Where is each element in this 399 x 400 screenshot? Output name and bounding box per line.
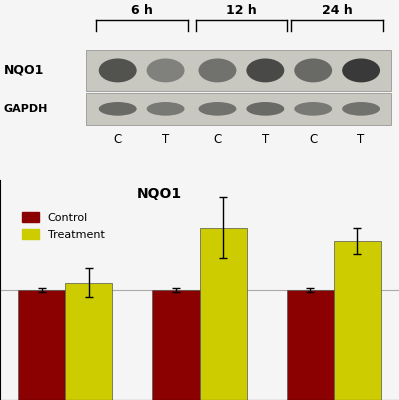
Ellipse shape: [99, 58, 136, 82]
Ellipse shape: [294, 102, 332, 116]
Text: GAPDH: GAPDH: [4, 104, 48, 114]
Bar: [18, 290, 65, 400]
Text: T: T: [162, 134, 169, 146]
Ellipse shape: [99, 102, 136, 116]
Bar: [334, 241, 381, 400]
Text: 6 h: 6 h: [131, 4, 152, 17]
Ellipse shape: [247, 102, 284, 116]
Bar: [152, 290, 200, 400]
Ellipse shape: [294, 58, 332, 82]
Bar: [65, 282, 112, 400]
Legend: Control, Treatment: Control, Treatment: [18, 208, 109, 244]
Text: T: T: [262, 134, 269, 146]
Ellipse shape: [342, 58, 380, 82]
Text: NQO1: NQO1: [137, 187, 182, 201]
Ellipse shape: [146, 58, 184, 82]
Text: T: T: [358, 134, 365, 146]
Text: 24 h: 24 h: [322, 4, 353, 17]
Ellipse shape: [198, 102, 236, 116]
Ellipse shape: [342, 102, 380, 116]
Text: C: C: [309, 134, 317, 146]
Ellipse shape: [146, 102, 184, 116]
Text: 12 h: 12 h: [226, 4, 257, 17]
Ellipse shape: [198, 58, 236, 82]
Text: NQO1: NQO1: [4, 64, 44, 77]
Text: C: C: [114, 134, 122, 146]
Text: C: C: [213, 134, 221, 146]
Ellipse shape: [247, 58, 284, 82]
FancyBboxPatch shape: [86, 93, 391, 125]
Bar: [287, 290, 334, 400]
Bar: [200, 228, 247, 400]
FancyBboxPatch shape: [86, 50, 391, 91]
